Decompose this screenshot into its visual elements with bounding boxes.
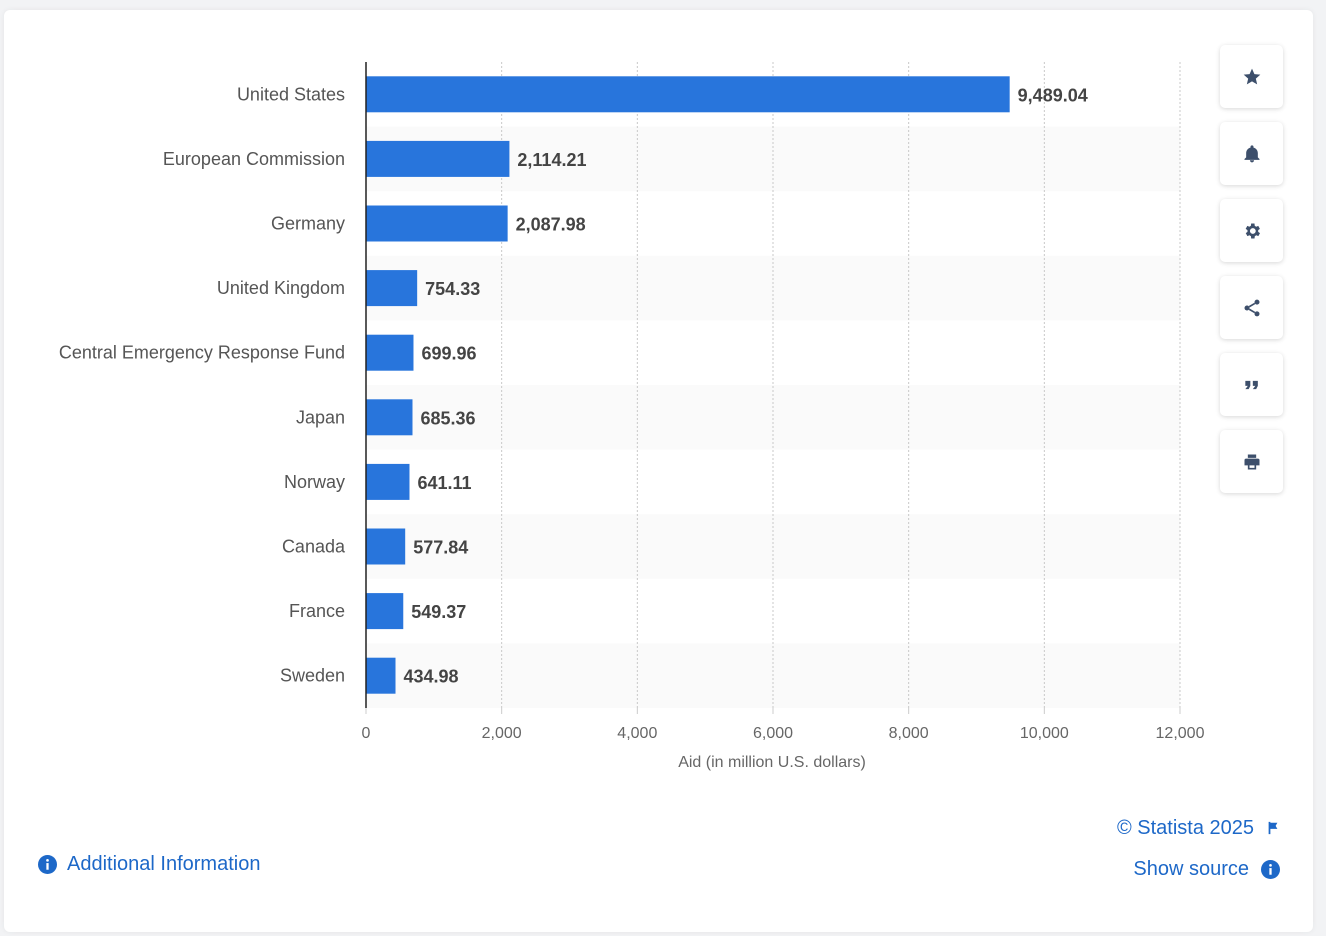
quote-icon	[1244, 380, 1258, 389]
bar[interactable]	[366, 593, 404, 630]
gridlines	[365, 62, 1181, 714]
bar[interactable]	[366, 76, 1010, 113]
category-label: Sweden	[280, 666, 345, 686]
bar[interactable]	[366, 657, 396, 694]
x-tick-label: 8,000	[889, 725, 929, 742]
category-labels: United States European Commission Germany U…	[59, 84, 346, 685]
value-label: 2,087.98	[516, 215, 586, 235]
x-tick-label: 4,000	[617, 725, 657, 742]
star-icon	[1243, 68, 1260, 84]
info-icon[interactable]	[1261, 859, 1280, 879]
category-label: Norway	[284, 472, 345, 492]
x-tick-label: 10,000	[1020, 725, 1069, 742]
bar[interactable]	[366, 205, 508, 242]
value-label: 699.96	[421, 344, 476, 364]
category-label: Canada	[282, 537, 346, 557]
category-label: United Kingdom	[217, 278, 345, 298]
x-tick-label: 2,000	[482, 725, 522, 742]
flag-icon[interactable]	[1266, 820, 1280, 836]
favorite-button[interactable]	[1220, 45, 1283, 108]
footer-credits: © Statista 2025 Show source	[1117, 816, 1280, 881]
value-label: 641.11	[417, 473, 471, 493]
bar[interactable]	[366, 399, 413, 436]
print-icon	[1244, 454, 1259, 469]
bar[interactable]	[366, 140, 510, 177]
tool-sidebar	[1220, 45, 1283, 507]
share-button[interactable]	[1220, 276, 1283, 339]
gear-icon	[1245, 223, 1260, 238]
bar[interactable]	[366, 528, 406, 565]
value-label: 754.33	[425, 279, 480, 299]
value-label: 577.84	[413, 538, 468, 558]
copyright-link[interactable]: © Statista 2025	[1116, 816, 1254, 839]
bar[interactable]	[366, 463, 410, 500]
value-labels: 9,489.04 2,114.21 2,087.98 754.33 699.96 685.…	[404, 85, 1088, 686]
value-label: 434.98	[404, 667, 459, 687]
bell-icon	[1244, 144, 1259, 162]
additional-information-label: Additional Information	[67, 853, 261, 875]
bar[interactable]	[366, 270, 418, 307]
category-label: France	[289, 601, 345, 621]
additional-information-link[interactable]: Additional Information	[38, 853, 260, 876]
bars	[366, 76, 1010, 694]
x-tick-labels: 0 2,000 4,000 6,000 8,000 10,000 12,000	[362, 725, 1205, 742]
x-axis-label: Aid (in million U.S. dollars)	[678, 754, 866, 771]
category-label: United States	[237, 84, 345, 104]
value-label: 9,489.04	[1018, 85, 1088, 105]
cite-button[interactable]	[1220, 353, 1283, 416]
print-button[interactable]	[1220, 430, 1283, 493]
share-icon	[1244, 299, 1259, 316]
category-label: Japan	[296, 407, 345, 427]
bar[interactable]	[366, 334, 414, 371]
value-label: 549.37	[411, 602, 466, 622]
notification-button[interactable]	[1220, 122, 1283, 185]
category-label: Central Emergency Response Fund	[59, 343, 345, 363]
show-source-link[interactable]: Show source	[1133, 857, 1249, 880]
settings-button[interactable]	[1220, 199, 1283, 262]
category-label: European Commission	[163, 149, 345, 169]
x-tick-label: 0	[362, 725, 371, 742]
x-tick-label: 12,000	[1156, 725, 1205, 742]
x-tick-label: 6,000	[753, 725, 793, 742]
info-icon	[38, 855, 57, 874]
category-label: Germany	[271, 214, 345, 234]
value-label: 2,114.21	[517, 150, 586, 170]
value-label: 685.36	[420, 408, 475, 428]
